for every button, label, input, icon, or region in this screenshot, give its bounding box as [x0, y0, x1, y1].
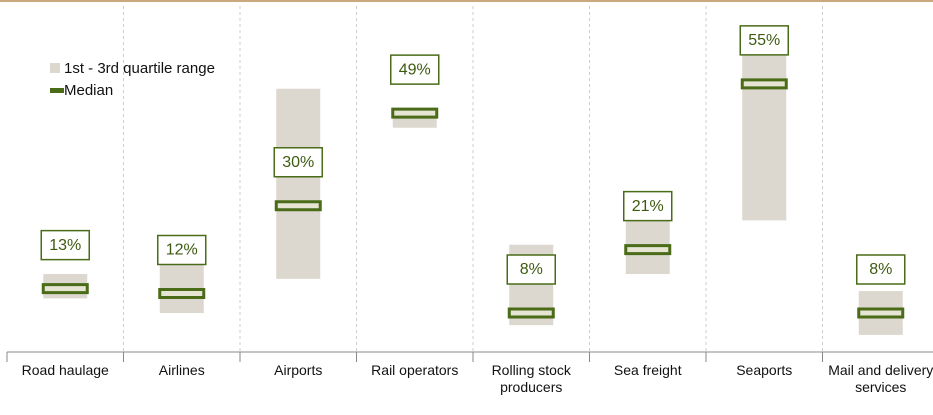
category-label: Airports [274, 362, 323, 378]
category-label: Rail operators [371, 362, 459, 378]
median [740, 78, 788, 90]
legend-swatch [50, 63, 60, 73]
value-label: 8% [520, 261, 543, 278]
category-label: Airlines [158, 362, 205, 378]
category-label: Sea freight [613, 362, 682, 378]
value-label-box [623, 190, 673, 222]
value-label-box [739, 25, 789, 56]
value-label-box [40, 229, 90, 261]
value-label: 13% [49, 237, 81, 254]
median [857, 307, 905, 319]
legend-swatch [50, 88, 64, 93]
value-label: 49% [399, 61, 431, 78]
legend-label: Median [64, 82, 113, 99]
value-label: 8% [869, 261, 892, 278]
quartile-range [276, 88, 321, 279]
value-label: 55% [748, 32, 780, 49]
value-label-box [273, 147, 323, 178]
value-label: 12% [166, 242, 198, 259]
median [391, 107, 439, 119]
value-label: 21% [632, 198, 664, 215]
median [41, 283, 89, 295]
value-label-box [856, 254, 906, 285]
category-label: Road haulage [21, 362, 109, 378]
median [624, 244, 672, 256]
value-label: 30% [282, 154, 314, 171]
median [274, 200, 322, 212]
category-label: Seaports [736, 362, 793, 378]
category-label: Rolling stock producers [491, 362, 571, 395]
legend-label: 1st - 3rd quartile range [64, 60, 215, 77]
median [507, 307, 555, 319]
value-label-box [506, 254, 556, 285]
value-label-box [390, 54, 440, 85]
category-label: Mail and delivery services [828, 362, 933, 395]
value-label-box [157, 234, 207, 266]
median [158, 288, 206, 299]
